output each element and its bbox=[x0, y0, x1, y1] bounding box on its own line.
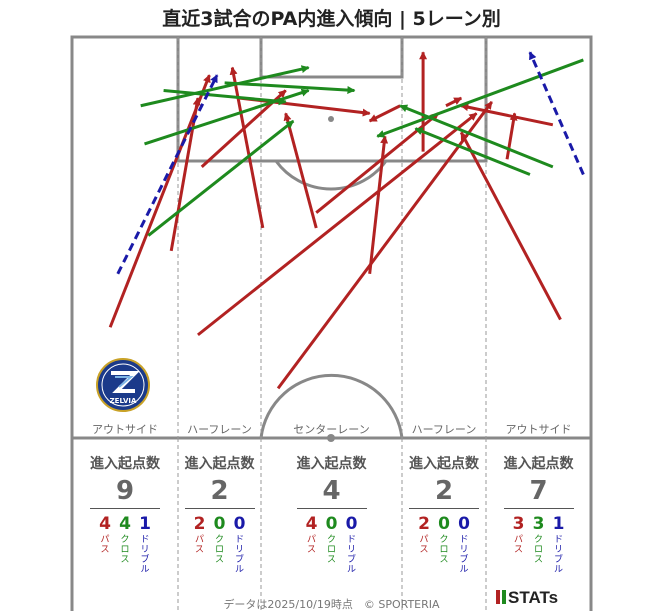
stat-dribble-count: 0 bbox=[458, 514, 470, 534]
stat-cross: 0 クロス bbox=[434, 513, 454, 565]
stat-dribble-count: 0 bbox=[233, 514, 246, 534]
stat-pass-count: 4 bbox=[305, 514, 318, 534]
stat-dribble: 0 ドリブル bbox=[230, 513, 250, 575]
stat-cross: 3 クロス bbox=[529, 513, 549, 565]
arrow-pass bbox=[283, 112, 318, 229]
lane-label: アウトサイド bbox=[505, 423, 572, 436]
arrow-cross bbox=[144, 88, 310, 146]
stat-pass: 4 パス bbox=[302, 513, 322, 555]
footer-note: データは2025/10/19時点 © SPORTERIA bbox=[223, 598, 440, 611]
penalty-spot bbox=[328, 116, 334, 122]
stat-total: 2 bbox=[434, 476, 454, 506]
stat-cross-count: 0 bbox=[213, 514, 226, 534]
goal-area bbox=[259, 35, 404, 79]
arrow-cross bbox=[376, 58, 584, 138]
stat-divider bbox=[409, 508, 479, 509]
stat-cross: 0 クロス bbox=[210, 513, 230, 565]
stat-divider bbox=[90, 508, 160, 509]
stat-divider bbox=[184, 508, 255, 509]
arrow-dribble bbox=[528, 51, 585, 176]
stat-pass-label: パス bbox=[419, 535, 429, 555]
stat-cross-label: クロス bbox=[120, 535, 130, 565]
stat-dribble: 1 ドリブル bbox=[549, 513, 569, 575]
stat-pass: 2 パス bbox=[414, 513, 434, 555]
arrow-pass bbox=[197, 112, 478, 337]
stat-dribble-label: ドリブル bbox=[234, 535, 244, 575]
stat-divider bbox=[503, 508, 574, 509]
stat-total: 4 bbox=[322, 476, 341, 506]
stat-pass-count: 2 bbox=[418, 514, 430, 534]
stat-pass-label: パス bbox=[513, 535, 523, 555]
stat-cross-count: 4 bbox=[119, 514, 131, 534]
arrow-cross bbox=[414, 127, 531, 176]
centre-circle bbox=[259, 373, 404, 439]
stat-heading: 進入起点数 bbox=[503, 456, 574, 472]
stat-pass-label: パス bbox=[194, 535, 204, 555]
arrow-pass bbox=[169, 97, 201, 252]
arrow-pass bbox=[229, 66, 265, 229]
arrow-pass bbox=[445, 96, 463, 108]
arrow-pass bbox=[460, 103, 554, 127]
stat-dribble-count: 1 bbox=[139, 514, 151, 534]
arrow-cross bbox=[224, 81, 356, 95]
penalty-arc bbox=[274, 160, 388, 191]
arrow-cross bbox=[140, 65, 310, 108]
stat-dribble: 0 ドリブル bbox=[454, 513, 474, 575]
arrow-dribble bbox=[116, 74, 219, 275]
stat-cross: 4 クロス bbox=[115, 513, 135, 565]
stat-cross-label: クロス bbox=[533, 535, 543, 565]
stat-dribble-count: 1 bbox=[552, 514, 565, 534]
stat-cross-label: クロス bbox=[214, 535, 224, 565]
lane-label: ハーフレーン bbox=[187, 423, 252, 436]
stat-cross-label: クロス bbox=[326, 535, 336, 565]
stat-pass-count: 4 bbox=[99, 514, 111, 534]
stat-dribble-count: 0 bbox=[345, 514, 358, 534]
stat-pass-label: パス bbox=[306, 535, 316, 555]
stat-heading: 進入起点数 bbox=[409, 456, 479, 472]
arrow-cross bbox=[399, 104, 554, 169]
chart-title: 直近3試合のPA内進入傾向 | 5レーン別 bbox=[162, 8, 501, 30]
stat-dribble: 0 ドリブル bbox=[342, 513, 362, 575]
stats-logo: STATs bbox=[496, 588, 558, 608]
lane-label: ハーフレーン bbox=[411, 423, 477, 436]
stat-divider bbox=[296, 508, 367, 509]
stat-total: 2 bbox=[210, 476, 229, 506]
club-logo: ZELVIA bbox=[95, 357, 151, 417]
lane-label: センターレーン bbox=[293, 423, 370, 436]
centre-spot bbox=[327, 434, 335, 442]
stats-logo-text: STATs bbox=[508, 588, 559, 607]
club-logo-text: ZELVIA bbox=[110, 397, 137, 405]
stat-dribble-label: ドリブル bbox=[140, 535, 150, 575]
entry-arrows bbox=[108, 51, 585, 390]
arrow-pass bbox=[276, 101, 493, 390]
stat-dribble: 1 ドリブル bbox=[135, 513, 155, 575]
stat-pass: 4 パス bbox=[95, 513, 115, 555]
lane-label: アウトサイド bbox=[92, 423, 158, 436]
arrow-cross bbox=[163, 88, 287, 106]
arrow-pass bbox=[505, 112, 518, 160]
stat-cross-count: 3 bbox=[532, 514, 545, 534]
arrow-pass bbox=[108, 74, 211, 328]
stat-pass: 2 パス bbox=[190, 513, 210, 555]
stat-heading: 進入起点数 bbox=[90, 456, 160, 472]
arrow-pass bbox=[459, 131, 562, 321]
stat-pass-count: 2 bbox=[193, 514, 206, 534]
stat-heading: 進入起点数 bbox=[184, 456, 255, 472]
stat-dribble-label: ドリブル bbox=[459, 535, 469, 575]
stat-dribble-label: ドリブル bbox=[553, 535, 563, 575]
arrow-cross bbox=[147, 119, 295, 237]
stat-heading: 進入起点数 bbox=[296, 456, 367, 472]
stat-cross: 0 クロス bbox=[322, 513, 342, 565]
stat-cross-count: 0 bbox=[325, 514, 338, 534]
stat-total: 7 bbox=[529, 476, 548, 506]
stat-cross-count: 0 bbox=[438, 514, 450, 534]
stat-cross-label: クロス bbox=[439, 535, 449, 565]
stat-pass-count: 3 bbox=[512, 514, 525, 534]
stat-dribble-label: ドリブル bbox=[346, 535, 356, 575]
arrow-pass bbox=[368, 104, 401, 123]
stat-pass-label: パス bbox=[100, 535, 110, 555]
stat-total: 9 bbox=[115, 476, 135, 506]
stat-pass: 3 パス bbox=[509, 513, 529, 555]
